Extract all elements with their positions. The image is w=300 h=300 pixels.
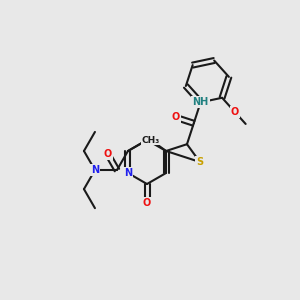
Text: O: O xyxy=(230,107,239,117)
Text: NH: NH xyxy=(192,98,209,107)
Text: N: N xyxy=(124,168,132,178)
Text: CH₃: CH₃ xyxy=(142,136,160,145)
Text: N: N xyxy=(91,165,99,175)
Text: O: O xyxy=(143,198,151,208)
Text: O: O xyxy=(103,149,112,159)
Text: O: O xyxy=(172,112,180,122)
Text: N: N xyxy=(143,135,151,145)
Text: S: S xyxy=(196,157,203,167)
